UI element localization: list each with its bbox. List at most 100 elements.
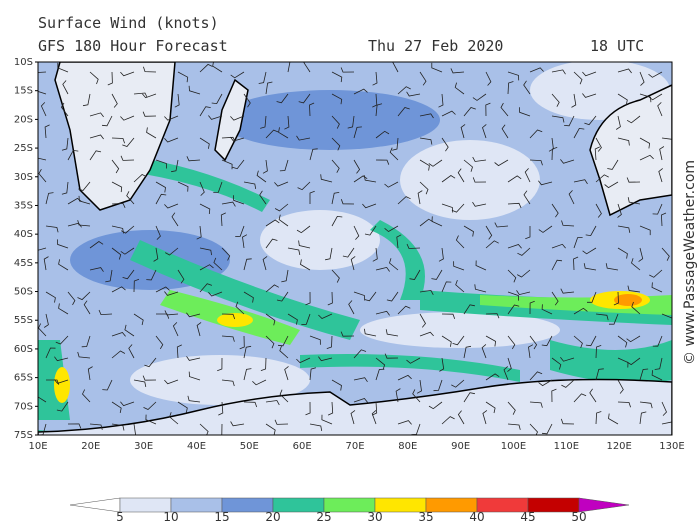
wind-barb [284,115,290,130]
wind-barb [164,379,179,385]
wind-barb [617,225,631,233]
title: Surface Wind (knots) [38,14,219,32]
wind-barb [318,356,333,362]
wind-barb [475,260,487,271]
wind-barb [541,304,553,315]
wind-barb [485,313,500,319]
wind-barb [389,147,399,161]
wind-barb [287,313,298,325]
wind-barb [164,310,179,316]
wind-barb [265,219,280,227]
wind-barb [121,225,135,234]
wind-barb [331,159,340,173]
wind-barb [172,322,179,337]
subtitle: GFS 180 Hour Forecast [38,37,228,55]
wind-barb [89,71,99,85]
wind-barb [419,137,433,145]
wind-barb [551,259,563,271]
wind-barb [243,368,252,381]
legend-label: 50 [571,510,586,524]
wind-barb [507,202,522,209]
lon-label: 20E [81,441,100,452]
date: Thu 27 Feb 2020 [368,37,503,55]
wind-barb [143,401,157,410]
wind-barb [281,269,289,283]
legend-low-arrow [69,497,121,513]
wind-barb [371,410,377,425]
wind-barb [164,291,179,296]
wind-barb [309,190,315,204]
wind-barb [375,310,390,316]
wind-barb [441,137,449,152]
wind-barb [507,71,520,81]
wind-barb [652,335,663,347]
wind-barb [457,168,465,183]
wind-barb [199,203,211,215]
wind-barbs [38,62,672,435]
lon-label: 110E [554,441,579,452]
wind-barb [38,247,47,251]
wind-barb [220,212,226,227]
lat-label: 50S [14,287,33,298]
wind-barb [419,218,434,227]
wind-barb [595,313,609,321]
wind-barb [438,247,444,262]
wind-barb [155,335,164,350]
wind-barb [301,313,311,325]
wind-barb [397,374,412,381]
wind-barb [397,86,411,95]
wind-barb [111,159,120,174]
wind-barb [604,181,619,189]
wind-barb [87,366,93,381]
wind-barb [386,291,399,302]
wind-barb [243,291,254,303]
wind-barb [78,181,91,191]
lat-label: 70S [14,401,33,412]
wind-barb [54,356,69,362]
wind-barb [472,93,487,101]
wind-barb [155,286,170,293]
lon-label: 30E [134,441,153,452]
watermark: © www.PassageWeather.com [682,160,698,365]
wind-barb [541,423,553,435]
wind-barb [133,278,140,293]
wind-barb [395,388,401,403]
wind-barb [284,366,289,381]
wind-barb [186,312,201,318]
wind-barb [494,222,509,228]
wind-barb [111,247,122,260]
wind-barb [45,192,54,205]
wind-barb [605,263,619,271]
wind-barb [560,356,575,362]
wind-barb [517,269,531,278]
wind-barb [331,379,342,391]
wind-barb [230,71,245,79]
wind-barb [353,349,367,359]
wind-barb [652,203,663,215]
wind-barb [111,401,122,413]
wind-barb [318,313,333,319]
wind-barb [639,71,645,86]
wind-barb [397,107,410,117]
wind-barb [573,335,583,349]
wind-barb [573,256,579,271]
wind-barb [309,335,321,345]
wind-barb [626,357,641,366]
wind-barb [397,420,412,425]
wind-barb [419,313,426,328]
wind-barb [340,67,355,73]
wind-barb [120,115,135,121]
wind-barb [419,331,434,337]
wind-barb [441,335,452,347]
wind-barb [463,345,472,359]
wind-barb [651,282,663,293]
wind-barb [38,391,47,403]
wind-barb [279,389,289,403]
wind-barb [82,389,91,403]
wind-barb [441,313,456,320]
wind-barb [631,301,641,315]
wind-barb [296,225,311,234]
wind-barb [243,258,252,271]
wind-barb [325,247,333,261]
